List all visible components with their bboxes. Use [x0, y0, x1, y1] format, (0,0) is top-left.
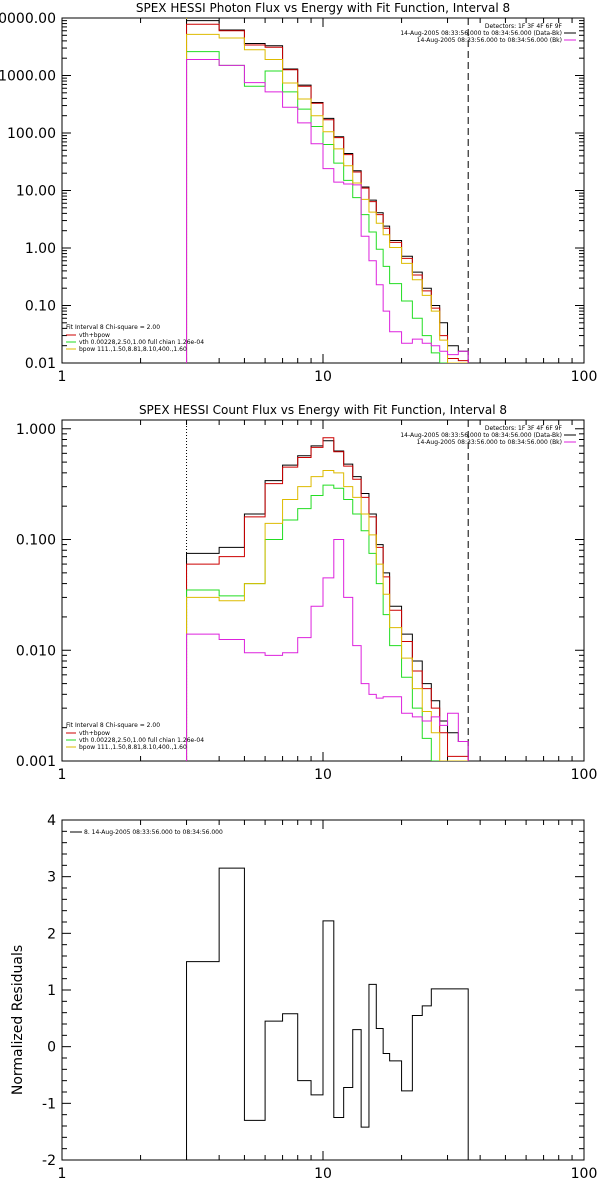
- x-tick-label: 100: [571, 767, 598, 783]
- chart-title: SPEX HESSI Count Flux vs Energy with Fit…: [139, 403, 507, 417]
- legend-bottom-left: Fit Interval 8 Chi-square = 2.00vth+bpow…: [66, 324, 204, 353]
- series-line-vth-bpow: [186, 23, 469, 363]
- y-tick-label: 4: [47, 813, 56, 829]
- x-tick-label: 100: [571, 369, 598, 385]
- legend-entry: 14-Aug-2005 08:33:56.000 to 08:34:56.000…: [417, 439, 562, 446]
- y-tick-label: 0.010: [16, 643, 56, 659]
- legend-entry: bpow 111.,1.50,8.81,8.10,400.,1.60: [79, 744, 187, 751]
- series-line-bpow: [186, 33, 469, 363]
- x-tick-label: 1: [58, 369, 67, 385]
- legend-entry: Fit Interval 8 Chi-square = 2.00: [66, 324, 160, 331]
- y-tick-label: 0.001: [16, 754, 56, 770]
- legend-entry: Detectors: 1F 3F 4F 6F 9F: [485, 425, 563, 432]
- series-line-observed: [186, 20, 469, 363]
- legend-entry: vth+bpow: [79, 730, 110, 737]
- y-tick-label: 1.00: [25, 241, 56, 257]
- legend-entry: vth 0.00228,2.50,1.00 full chian 1.26e-0…: [79, 339, 204, 346]
- series-group: [186, 867, 469, 1160]
- series-line-bk: [186, 58, 469, 363]
- legend-entry: 14-Aug-2005 08:33:56.000 to 08:34:56.000…: [400, 432, 562, 439]
- legend-entry: 14-Aug-2005 08:33:56.000 to 08:34:56.000…: [400, 30, 562, 37]
- panel-1: SPEX HESSI Photon Flux vs Energy with Fi…: [0, 1, 597, 385]
- y-axis-label: Normalized Residuals: [10, 945, 26, 1095]
- series-line-observed: [186, 440, 469, 761]
- y-tick-label: -2: [42, 1153, 56, 1169]
- y-tick-label: 1.000: [16, 422, 56, 438]
- chart-title: SPEX HESSI Photon Flux vs Energy with Fi…: [136, 1, 510, 15]
- y-tick-label: 100.00: [7, 126, 56, 142]
- legend-entry: 8. 14-Aug-2005 08:33:56.000 to 08:34:56.…: [84, 829, 223, 836]
- series-line-bpow: [186, 469, 469, 761]
- y-tick-label: 3: [47, 870, 56, 886]
- panel-3: 1 10 100 -2 -1 0 1 2 3 4 Normalized Residuals 8. 14…: [10, 813, 597, 1182]
- series-line-vth: [186, 51, 469, 363]
- y-tick-label: -1: [42, 1096, 56, 1112]
- x-tick-label: 1: [58, 1166, 67, 1182]
- series-line-bk: [186, 539, 469, 761]
- y-tick-label: 10.00: [16, 184, 56, 200]
- series-line-vth: [186, 484, 469, 761]
- legend-entry: 14-Aug-2005 08:33:56.000 to 08:34:56.000…: [417, 37, 562, 44]
- legend-entry: vth+bpow: [79, 332, 110, 339]
- series-line-8-14-aug-2005-08-33-56-000-to-08-34-56-000: [186, 867, 469, 1160]
- series-group: [186, 20, 469, 363]
- series-line-vth-bpow: [186, 437, 469, 761]
- x-tick-label: 100: [571, 1166, 598, 1182]
- legend-top-left: 8. 14-Aug-2005 08:33:56.000 to 08:34:56.…: [70, 829, 223, 836]
- legend-entry: bpow 111.,1.50,8.81,8.10,400.,1.60: [79, 346, 187, 353]
- y-tick-label: 0.10: [25, 299, 56, 315]
- x-tick-label: 10: [314, 1166, 332, 1182]
- axes-frame: [61, 17, 585, 364]
- y-tick-label: 0: [47, 1040, 56, 1056]
- series-group: [186, 437, 469, 761]
- legend-entry: Detectors: 1F 3F 4F 6F 9F: [485, 23, 563, 30]
- y-tick-label: 0.100: [16, 533, 56, 549]
- y-tick-label: 10000.00: [0, 11, 56, 27]
- y-tick-label: 1: [47, 983, 56, 999]
- y-tick-label: 1000.00: [0, 69, 56, 85]
- y-tick-label: 2: [47, 926, 56, 942]
- legend-bottom-left: Fit Interval 8 Chi-square = 2.00vth+bpow…: [66, 722, 204, 751]
- x-tick-label: 10: [314, 369, 332, 385]
- legend-entry: Fit Interval 8 Chi-square = 2.00: [66, 722, 160, 729]
- legend-entry: vth 0.00228,2.50,1.00 full chian 1.26e-0…: [79, 737, 204, 744]
- y-tick-label: 0.01: [25, 356, 56, 372]
- panel-2: SPEX HESSI Count Flux vs Energy with Fit…: [16, 403, 597, 783]
- x-tick-label: 10: [314, 767, 332, 783]
- x-tick-label: 1: [58, 767, 67, 783]
